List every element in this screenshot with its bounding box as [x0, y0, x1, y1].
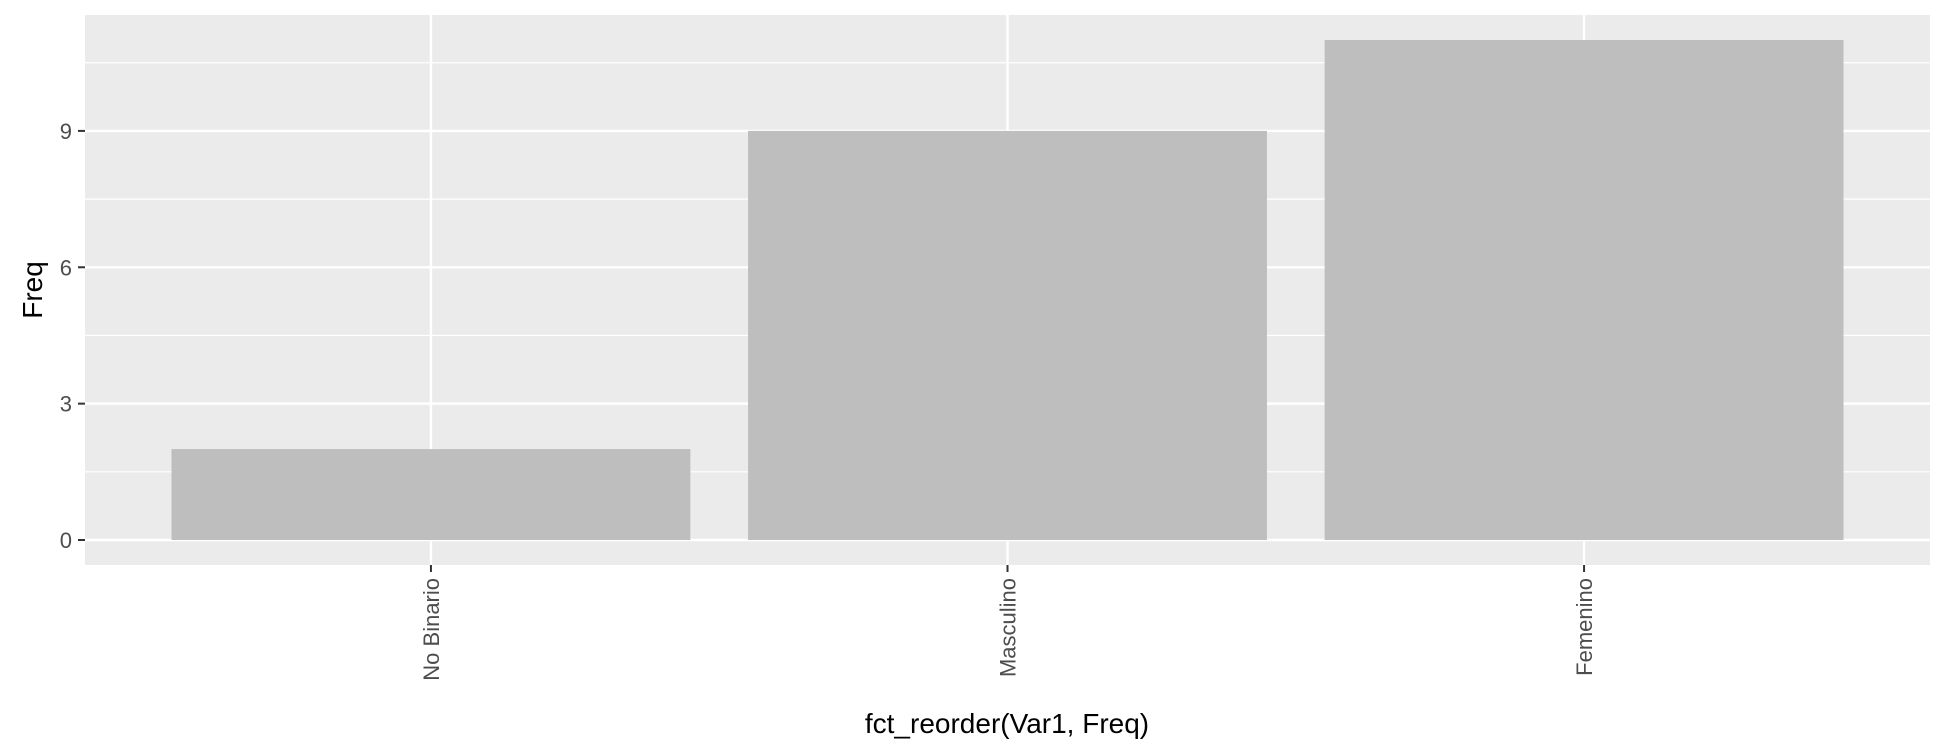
y-tick-label: 6: [60, 255, 72, 280]
y-tick-label: 9: [60, 119, 72, 144]
y-tick-label: 3: [60, 392, 72, 417]
bar-masculino: [748, 130, 1267, 540]
x-axis: No Binario Masculino Femenino: [419, 565, 1597, 681]
bars: [171, 40, 1844, 540]
y-axis-title: Freq: [17, 261, 48, 319]
x-tick-label: Masculino: [996, 578, 1021, 677]
x-axis-title: fct_reorder(Var1, Freq): [865, 708, 1149, 739]
x-tick-label: Femenino: [1572, 578, 1597, 676]
y-axis: 0 3 6 9: [60, 119, 85, 553]
bar-no-binario: [171, 449, 691, 540]
y-tick-label: 0: [60, 528, 72, 553]
bar-femenino: [1324, 40, 1844, 540]
x-tick-label: No Binario: [419, 578, 444, 681]
